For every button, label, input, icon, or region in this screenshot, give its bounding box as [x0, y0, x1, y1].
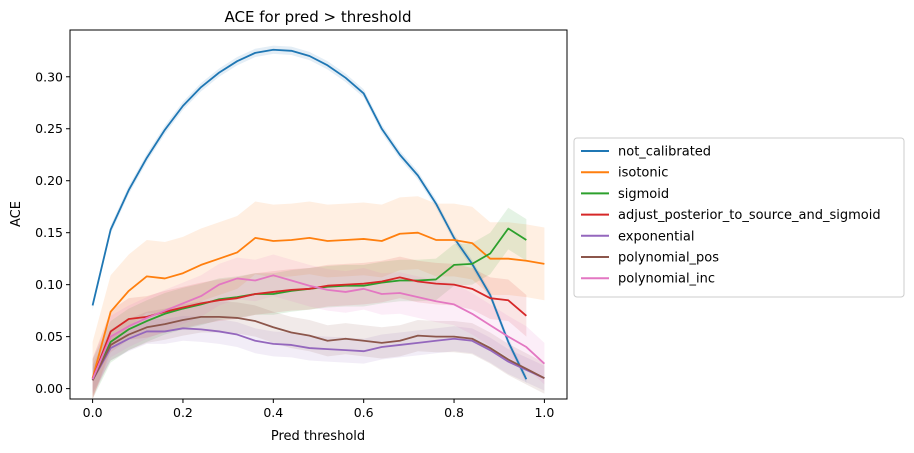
legend-box — [573, 137, 905, 298]
band-isotonic — [92, 196, 545, 399]
x-axis-label: Pred threshold — [271, 429, 365, 444]
x-tick-label: 0.0 — [83, 405, 103, 420]
band-polynomial-inc — [92, 254, 545, 399]
line-polynomial-pos — [91, 315, 545, 381]
series-lines — [91, 48, 546, 381]
legend-label: polynomial_inc — [618, 272, 715, 287]
y-tick-label: 0.25 — [35, 121, 63, 136]
y-tick-label: 0.10 — [35, 277, 63, 292]
legend-label: adjust_posterior_to_source_and_sigmoid — [618, 208, 881, 223]
band-not-calibrated — [92, 45, 527, 384]
legend-label: exponential — [618, 229, 694, 244]
legend-label: polynomial_pos — [618, 251, 719, 266]
y-tick-label: 0.30 — [35, 69, 63, 84]
line-polynomial-inc — [91, 274, 546, 380]
chart-title: ACE for pred > threshold — [225, 8, 412, 26]
y-tick-label: 0.05 — [35, 329, 63, 344]
line-exponential — [91, 327, 545, 381]
x-tick-label: 0.6 — [354, 405, 374, 420]
y-tick-label: 0.15 — [35, 225, 63, 240]
band-sigmoid — [92, 207, 527, 399]
line-not-calibrated — [91, 48, 528, 380]
x-tick-label: 0.4 — [263, 405, 283, 420]
x-tick-label: 0.8 — [444, 405, 464, 420]
legend-label: sigmoid — [618, 187, 669, 202]
confidence-bands — [92, 45, 545, 399]
band-exponential — [92, 315, 545, 393]
legend-label: isotonic — [618, 166, 668, 181]
y-axis-label: ACE — [9, 201, 24, 227]
x-tick-label: 0.2 — [173, 405, 193, 420]
y-tick-label: 0.20 — [35, 173, 63, 188]
band-adjust-posterior-to-source-and-sigmoid — [92, 256, 527, 399]
plot-frame — [69, 29, 568, 400]
x-tick-label: 1.0 — [534, 405, 554, 420]
line-isotonic — [91, 231, 545, 379]
y-tick-label: 0.00 — [35, 381, 63, 396]
y-axis-ticks: 0.00 0.05 0.10 0.15 0.20 0.25 0.30 — [35, 69, 70, 396]
x-axis-ticks: 0.0 0.2 0.4 0.6 0.8 1.0 — [83, 399, 554, 420]
line-adjust-posterior-to-source-and-sigmoid — [91, 276, 527, 380]
legend: not_calibrated isotonic sigmoid adjust_post… — [573, 137, 905, 298]
legend-label: not_calibrated — [618, 145, 711, 160]
